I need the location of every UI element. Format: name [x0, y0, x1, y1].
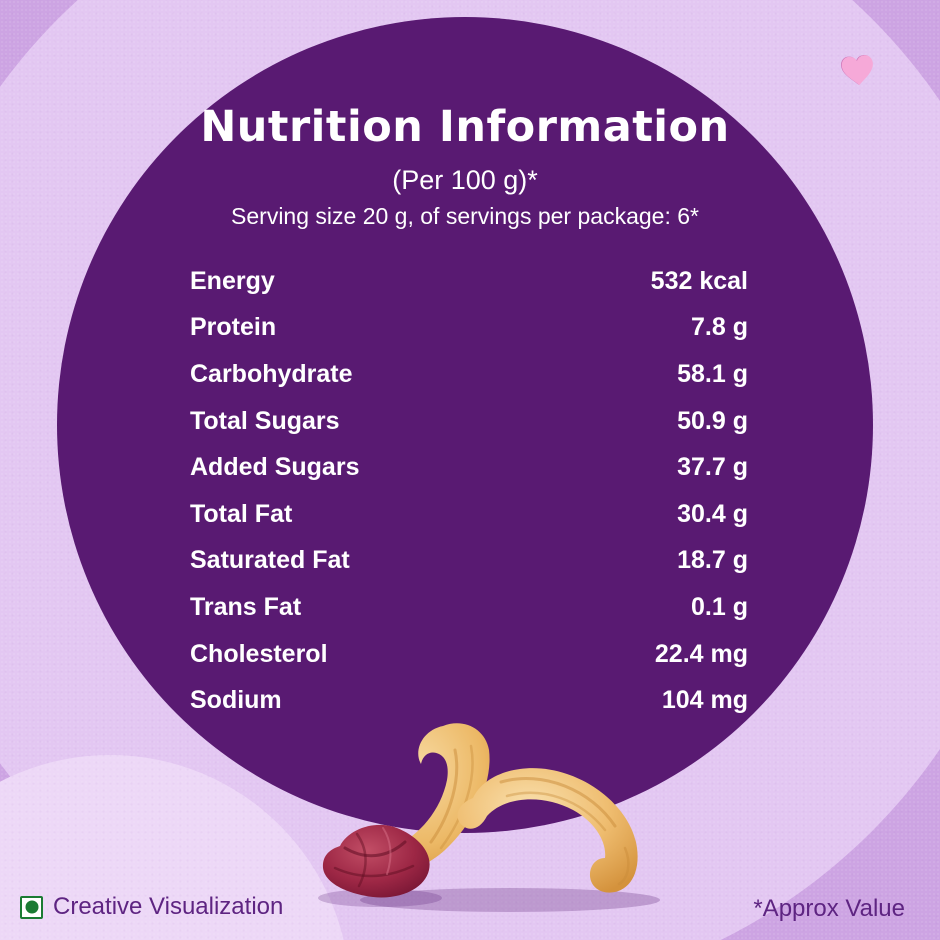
nutrient-value: 50.9 g [677, 406, 748, 435]
nutrient-label: Trans Fat [190, 592, 302, 621]
heart-icon [841, 54, 873, 86]
table-row: Added Sugars 37.7 g [190, 444, 748, 491]
nutrition-table: Energy 532 kcal Protein 7.8 g Carbohydra… [190, 258, 748, 724]
nutrient-value: 532 kcal [650, 266, 748, 295]
panel-header: Nutrition Information (Per 100 g)* Servi… [165, 102, 765, 230]
nutrient-value: 37.7 g [677, 453, 748, 482]
nutrient-label: Total Sugars [190, 406, 340, 435]
nutrient-label: Sodium [190, 686, 282, 715]
nutrient-label: Added Sugars [190, 453, 360, 482]
nutrient-label: Carbohydrate [190, 359, 353, 388]
nutrient-value: 22.4 mg [654, 639, 748, 668]
veg-dot [25, 900, 38, 914]
nutrient-value: 18.7 g [677, 546, 748, 575]
table-row: Cholesterol 22.4 mg [190, 631, 748, 678]
nutrient-label: Saturated Fat [190, 546, 350, 575]
nutrient-value: 104 mg [661, 686, 748, 715]
nutrient-value: 0.1 g [691, 592, 748, 621]
table-row: Total Sugars 50.9 g [190, 398, 748, 445]
raisin-shadow [318, 889, 442, 907]
cashews-raisin-illustration [318, 723, 660, 912]
nutrient-label: Cholesterol [190, 639, 328, 668]
table-row: Energy 532 kcal [190, 258, 748, 305]
nutrient-label: Protein [190, 313, 277, 342]
approx-value-note: *Approx Value [753, 895, 905, 922]
nutrient-value: 30.4 g [677, 499, 748, 528]
creative-visualization-label: Creative Visualization [53, 893, 284, 920]
table-row: Sodium 104 mg [190, 677, 748, 724]
serving-size-line: Serving size 20 g, of servings per packa… [231, 203, 699, 229]
raisin [322, 824, 430, 898]
nutrient-value: 58.1 g [677, 359, 748, 388]
table-row: Saturated Fat 18.7 g [190, 538, 748, 585]
ground-shadow [360, 888, 660, 912]
table-row: Protein 7.8 g [190, 305, 748, 352]
nutrition-panel-circle [57, 17, 873, 833]
table-row: Trans Fat 0.1 g [190, 584, 748, 631]
per-100g-subtitle: (Per 100 g)* [392, 165, 538, 195]
page-title: Nutrition Information [200, 102, 730, 152]
nutrient-value: 7.8 g [691, 313, 748, 342]
table-row: Carbohydrate 58.1 g [190, 351, 748, 398]
veg-declaration: Creative Visualization [20, 893, 283, 921]
vegetarian-mark-icon [20, 895, 43, 919]
nutrient-label: Total Fat [190, 499, 293, 528]
cashew-front [457, 768, 638, 893]
table-row: Total Fat 30.4 g [190, 491, 748, 538]
nutrient-label: Energy [190, 266, 275, 295]
